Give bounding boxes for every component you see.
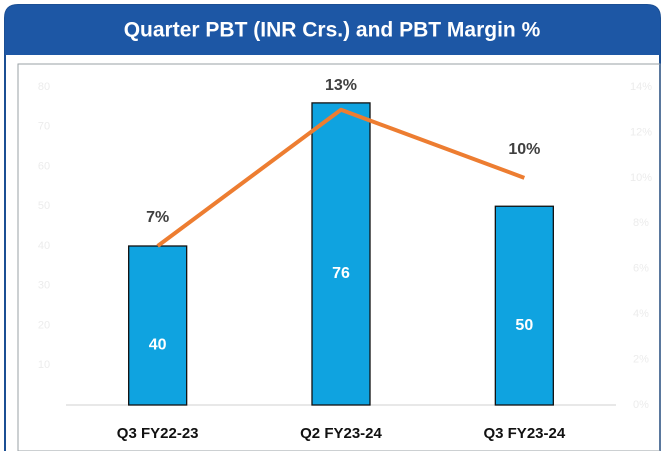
line-value-label: 10% xyxy=(508,141,540,158)
bar-value-label: 40 xyxy=(149,337,167,354)
title-band xyxy=(5,5,660,55)
line-value-label: 13% xyxy=(325,77,357,94)
y-tick-label: 30 xyxy=(38,280,50,292)
bar-value-label: 76 xyxy=(332,265,350,282)
y2-tick-label: 0% xyxy=(633,399,649,411)
line-value-label: 7% xyxy=(146,209,169,226)
x-tick-label: Q3 FY22-23 xyxy=(117,425,199,442)
bar-value-label: 50 xyxy=(515,317,533,334)
y2-tick-label: 10% xyxy=(630,172,652,184)
y-tick-label: 70 xyxy=(38,121,50,133)
y-tick-label: 50 xyxy=(38,200,50,212)
y2-tick-label: 12% xyxy=(630,126,652,138)
bar xyxy=(128,245,188,406)
x-tick-label: Q3 FY23-24 xyxy=(483,425,565,442)
bar xyxy=(494,205,554,406)
y-tick-label: 20 xyxy=(38,319,50,331)
line xyxy=(156,107,526,248)
y2-tick-label: 6% xyxy=(633,263,649,275)
y-tick-label: 10 xyxy=(38,359,50,371)
bar xyxy=(311,102,371,406)
y-tick-label: 60 xyxy=(38,160,50,172)
y2-tick-label: 8% xyxy=(633,217,649,229)
y-tick-label: 40 xyxy=(38,240,50,252)
y2-tick-label: 4% xyxy=(633,308,649,320)
chart-title: Quarter PBT (INR Crs.) and PBT Margin % xyxy=(124,19,541,42)
x-tick-label: Q2 FY23-24 xyxy=(300,425,382,442)
y2-tick-label: 14% xyxy=(630,81,652,93)
y2-tick-label: 2% xyxy=(633,353,649,365)
y-tick-label: 80 xyxy=(38,81,50,93)
